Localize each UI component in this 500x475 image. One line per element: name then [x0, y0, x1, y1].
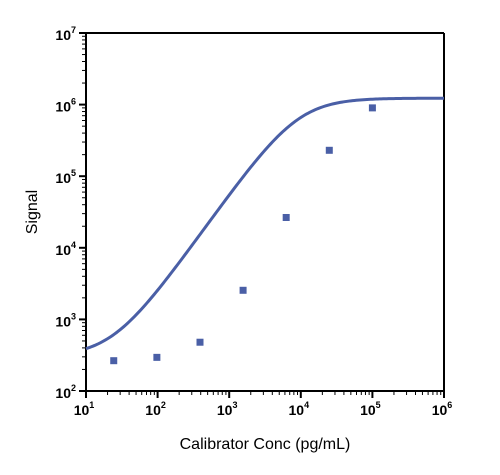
data-point	[325, 146, 333, 154]
x-tick-label-base: 10	[145, 402, 161, 418]
x-tick-label-exponent: 3	[232, 400, 237, 410]
y-tick-label-base: 10	[55, 99, 71, 115]
x-tick-label-base: 10	[289, 402, 305, 418]
y-tick-label-base: 10	[55, 170, 71, 186]
x-tick-label-base: 10	[360, 402, 376, 418]
x-tick-label-base: 10	[432, 402, 448, 418]
y-tick-label: 106	[55, 97, 76, 115]
x-tick-label: 103	[217, 400, 238, 418]
y-minor-ticks	[82, 35, 86, 370]
x-minor-ticks	[107, 391, 442, 395]
data-point	[196, 338, 204, 346]
x-axis-title: Calibrator Conc (pg/mL)	[180, 436, 351, 453]
data-point	[110, 357, 118, 365]
y-ticks	[79, 32, 86, 392]
x-tick-label: 102	[145, 400, 166, 418]
x-tick-label-exponent: 4	[304, 400, 309, 410]
y-tick-label-exponent: 6	[71, 97, 76, 107]
x-ticks	[85, 391, 445, 398]
data-point	[282, 213, 290, 221]
y-tick-label-exponent: 3	[71, 311, 76, 321]
data-points	[110, 104, 376, 365]
x-tick-label: 104	[289, 400, 310, 418]
x-tick-label-exponent: 6	[447, 400, 452, 410]
x-tick-label: 105	[360, 400, 381, 418]
y-tick-label: 107	[55, 25, 76, 43]
y-tick-label-base: 10	[55, 27, 71, 43]
x-tick-label-base: 10	[217, 402, 233, 418]
y-tick-label-exponent: 2	[71, 383, 76, 393]
x-tick-label-exponent: 5	[376, 400, 381, 410]
x-tick-label-exponent: 2	[161, 400, 166, 410]
data-point	[368, 104, 376, 112]
y-axis-title: Signal	[24, 190, 41, 234]
x-tick-labels: 101 102 103 104 105 106	[74, 400, 453, 418]
y-tick-label-exponent: 4	[71, 240, 76, 250]
x-tick-label-base: 10	[74, 402, 90, 418]
y-tick-label-base: 10	[55, 313, 71, 329]
y-tick-label-exponent: 5	[71, 168, 76, 178]
data-point	[153, 353, 161, 361]
y-tick-label: 105	[55, 168, 76, 186]
y-tick-label: 102	[55, 383, 76, 401]
y-tick-label: 103	[55, 311, 76, 329]
y-tick-label-exponent: 7	[71, 25, 76, 35]
data-point	[239, 286, 247, 294]
x-axis: 101 102 103 104 105 106	[74, 390, 453, 418]
y-tick-label: 104	[55, 240, 76, 258]
y-tick-label-base: 10	[55, 385, 71, 401]
x-tick-label: 106	[432, 400, 453, 418]
fit-curve	[85, 96, 444, 351]
x-tick-label-exponent: 1	[89, 400, 94, 410]
y-tick-label-base: 10	[55, 242, 71, 258]
x-tick-label: 101	[74, 400, 95, 418]
